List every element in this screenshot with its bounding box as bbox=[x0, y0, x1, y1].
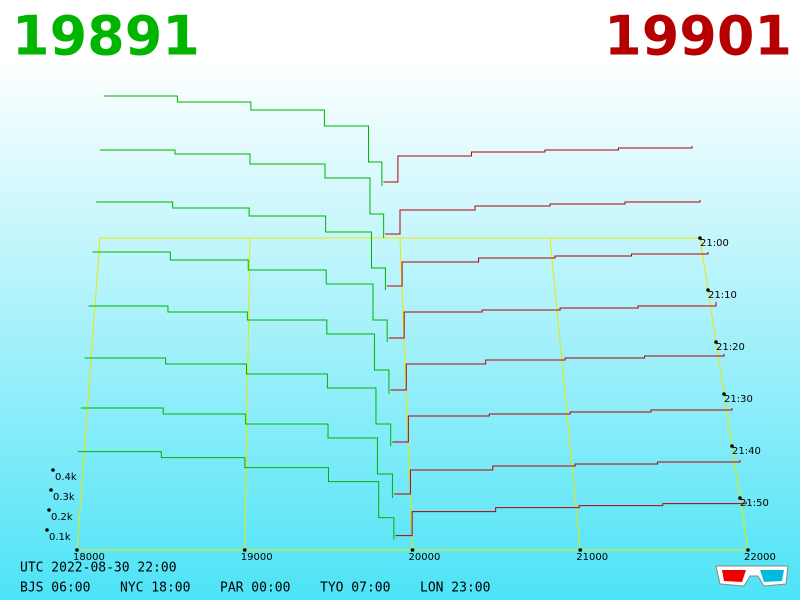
y-tick-label: 0.3k bbox=[53, 492, 75, 503]
tick-mark bbox=[722, 392, 726, 396]
y-tick-label: 0.2k bbox=[51, 512, 73, 523]
ask-depth-line bbox=[392, 408, 733, 443]
utc-time: UTC 2022-08-30 22:00 bbox=[20, 561, 177, 576]
zone-time: PAR 00:00 bbox=[220, 581, 290, 596]
tick-mark bbox=[578, 548, 583, 552]
ask-depth-line bbox=[386, 252, 709, 287]
tick-mark bbox=[49, 488, 53, 492]
best-bid: 19891 bbox=[12, 5, 200, 68]
grid-line bbox=[549, 237, 581, 551]
bid-depth-line bbox=[88, 305, 390, 394]
tick-mark bbox=[242, 548, 247, 552]
ask-depth-line bbox=[385, 200, 701, 235]
x-tick-label: 19000 bbox=[241, 552, 273, 563]
best-ask: 19901 bbox=[604, 5, 792, 68]
z-tick-label: 21:20 bbox=[716, 342, 745, 353]
x-tick-label: 20000 bbox=[409, 552, 441, 563]
z-tick-label: 21:00 bbox=[700, 238, 729, 249]
y-tick-label: 0.1k bbox=[49, 532, 71, 543]
grid-line bbox=[399, 237, 413, 551]
tick-mark bbox=[51, 468, 55, 472]
bid-depth-line bbox=[92, 251, 388, 342]
tick-mark bbox=[410, 548, 415, 552]
tick-mark bbox=[714, 340, 718, 344]
ask-depth-line bbox=[390, 354, 725, 391]
ask-depth-line bbox=[383, 146, 693, 183]
bid-depth-line bbox=[100, 149, 385, 238]
bid-depth-line bbox=[84, 357, 392, 446]
z-tick-label: 21:40 bbox=[732, 446, 761, 457]
z-tick-label: 21:10 bbox=[708, 290, 737, 301]
bid-depth-line bbox=[80, 407, 393, 498]
z-tick-label: 21:30 bbox=[724, 394, 753, 405]
x-tick-label: 18000 bbox=[73, 552, 105, 563]
x-tick-label: 21000 bbox=[576, 552, 608, 563]
grid-line bbox=[244, 237, 251, 551]
ask-depth-line bbox=[388, 302, 717, 339]
zone-time: TYO 07:00 bbox=[320, 581, 390, 596]
tick-mark bbox=[45, 528, 49, 532]
tick-mark bbox=[738, 496, 742, 500]
bid-depth-line bbox=[96, 201, 386, 290]
ask-depth-line bbox=[395, 501, 747, 537]
ask-depth-line bbox=[394, 460, 741, 495]
bid-depth-line bbox=[77, 451, 395, 540]
tick-mark bbox=[706, 288, 710, 292]
zone-time: BJS 06:00 bbox=[20, 581, 90, 596]
glasses-icon bbox=[715, 565, 789, 587]
tick-mark bbox=[47, 508, 51, 512]
bid-depth-line bbox=[103, 95, 383, 186]
tick-mark bbox=[75, 548, 79, 552]
z-tick-label: 21:50 bbox=[740, 498, 769, 509]
y-tick-label: 0.4k bbox=[55, 472, 77, 483]
tick-mark bbox=[698, 236, 702, 240]
tick-mark bbox=[730, 444, 734, 448]
grid-line bbox=[76, 237, 101, 551]
tick-mark bbox=[746, 548, 750, 552]
zone-time: LON 23:00 bbox=[420, 581, 490, 596]
zone-time: NYC 18:00 bbox=[120, 581, 190, 596]
x-tick-label: 22000 bbox=[744, 552, 776, 563]
